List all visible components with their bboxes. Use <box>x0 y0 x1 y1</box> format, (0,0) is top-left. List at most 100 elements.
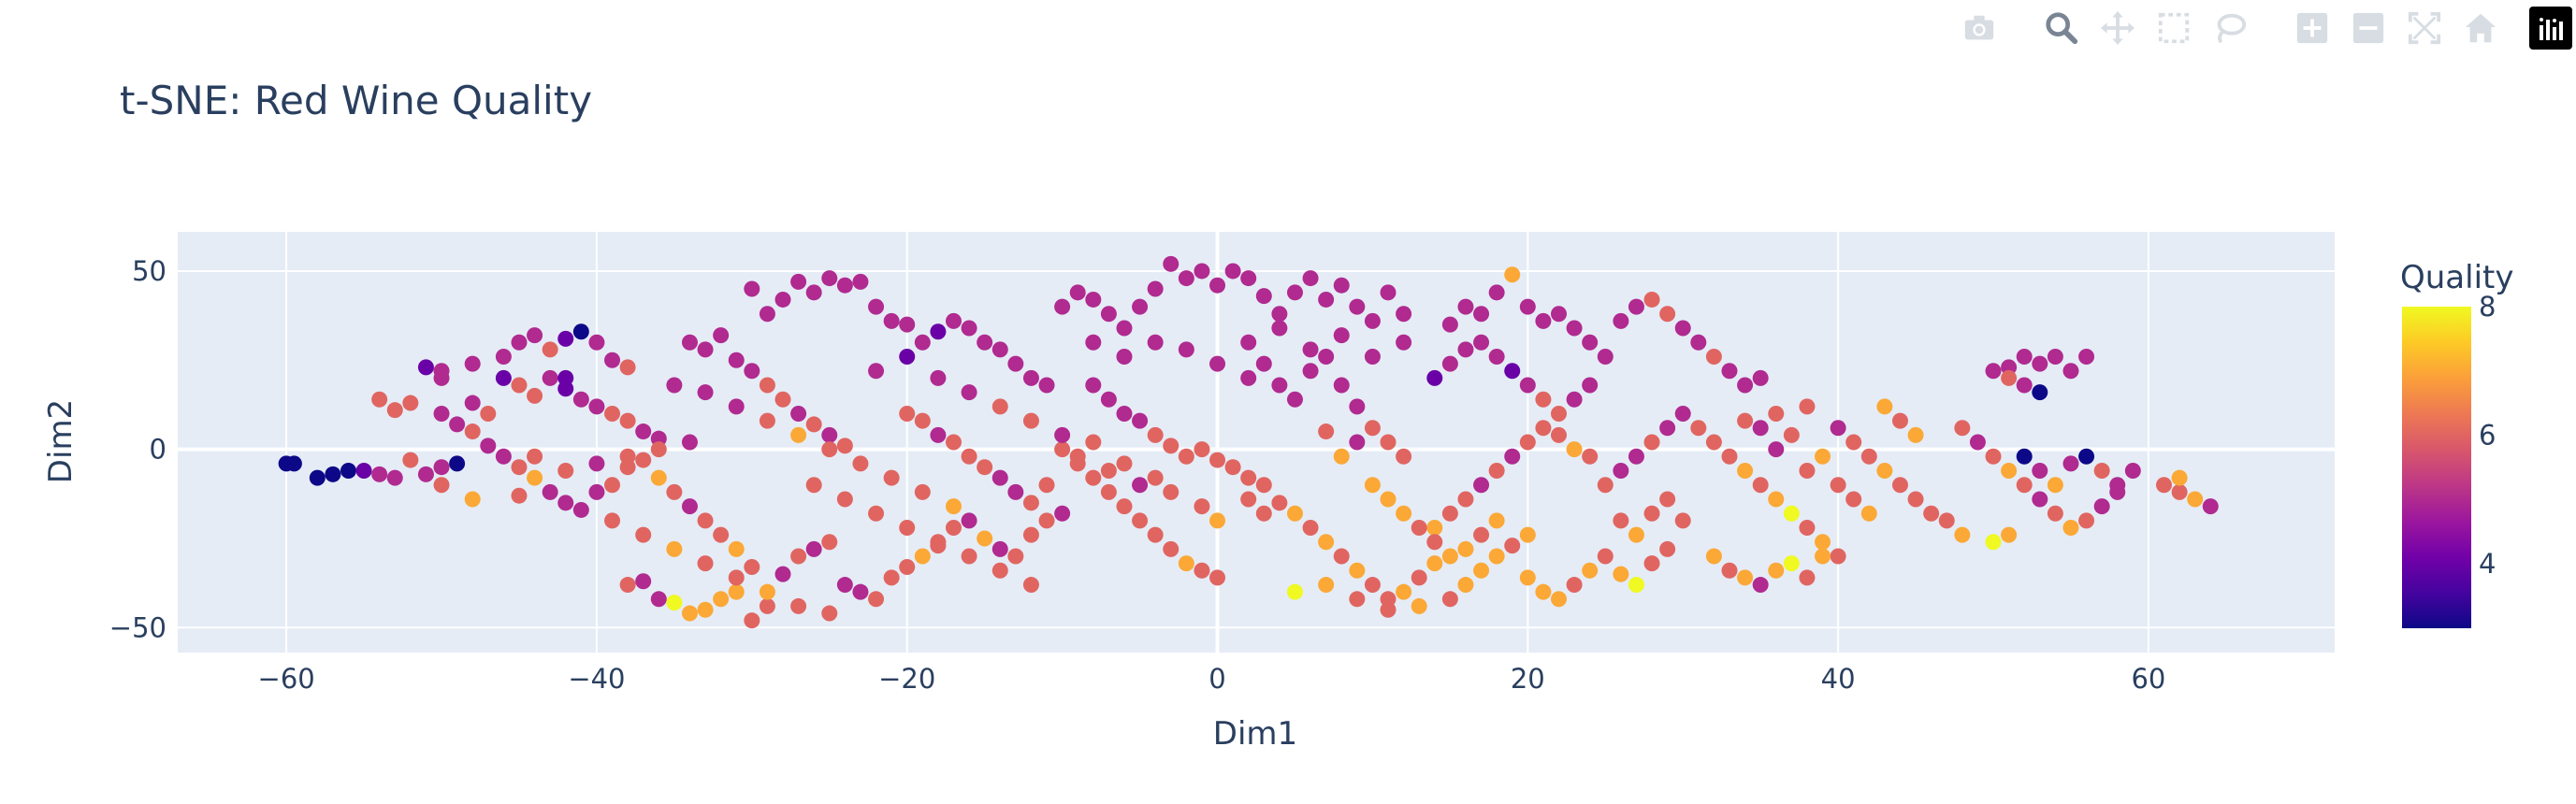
data-point[interactable] <box>945 498 962 515</box>
data-point[interactable] <box>2187 491 2204 508</box>
data-point[interactable] <box>417 359 434 376</box>
data-point[interactable] <box>1768 441 1785 458</box>
data-point[interactable] <box>868 591 885 608</box>
data-point[interactable] <box>821 426 838 443</box>
data-point[interactable] <box>588 398 605 415</box>
data-point[interactable] <box>1007 355 1024 372</box>
data-point[interactable] <box>1799 569 1816 586</box>
data-point[interactable] <box>402 452 419 468</box>
data-point[interactable] <box>2047 477 2063 494</box>
data-point[interactable] <box>1613 312 1629 329</box>
data-point[interactable] <box>1690 334 1707 351</box>
data-point[interactable] <box>713 591 730 608</box>
data-point[interactable] <box>1643 434 1660 451</box>
data-point[interactable] <box>1783 505 1800 522</box>
data-point[interactable] <box>527 469 543 486</box>
data-point[interactable] <box>744 558 760 575</box>
data-point[interactable] <box>2171 469 2188 486</box>
data-point[interactable] <box>991 341 1008 358</box>
data-point[interactable] <box>1891 477 1908 494</box>
data-point[interactable] <box>713 526 730 543</box>
data-point[interactable] <box>1178 270 1194 287</box>
data-point[interactable] <box>728 583 745 600</box>
data-point[interactable] <box>2016 348 2033 365</box>
data-point[interactable] <box>1628 298 1644 315</box>
data-point[interactable] <box>1085 434 1102 451</box>
data-point[interactable] <box>371 391 388 408</box>
data-point[interactable] <box>1566 391 1583 408</box>
data-point[interactable] <box>728 352 745 368</box>
data-point[interactable] <box>1271 377 1288 394</box>
data-point[interactable] <box>681 434 698 451</box>
data-point[interactable] <box>1551 591 1568 608</box>
data-point[interactable] <box>1705 434 1722 451</box>
data-point[interactable] <box>1504 266 1521 283</box>
data-point[interactable] <box>1582 377 1599 394</box>
data-point[interactable] <box>1457 540 1474 557</box>
data-point[interactable] <box>1674 320 1691 337</box>
data-point[interactable] <box>1504 363 1521 380</box>
data-point[interactable] <box>1147 526 1164 543</box>
data-point[interactable] <box>1519 377 1536 394</box>
data-point[interactable] <box>1705 548 1722 565</box>
data-point[interactable] <box>1830 548 1846 565</box>
data-point[interactable] <box>713 327 730 344</box>
data-point[interactable] <box>2109 483 2126 500</box>
data-point[interactable] <box>2093 498 2110 515</box>
data-point[interactable] <box>821 534 838 551</box>
data-point[interactable] <box>2078 348 2095 365</box>
data-point[interactable] <box>1473 334 1490 351</box>
data-point[interactable] <box>1643 291 1660 308</box>
data-point[interactable] <box>945 520 962 537</box>
data-point[interactable] <box>977 459 993 476</box>
data-point[interactable] <box>1488 284 1505 301</box>
data-point[interactable] <box>2001 463 2018 480</box>
data-point[interactable] <box>1147 280 1164 297</box>
data-point[interactable] <box>1022 526 1039 543</box>
data-point[interactable] <box>588 334 605 351</box>
data-point[interactable] <box>1271 320 1288 337</box>
data-point[interactable] <box>2032 463 2048 480</box>
data-point[interactable] <box>1022 495 1039 511</box>
data-point[interactable] <box>1240 334 1257 351</box>
data-point[interactable] <box>1582 334 1599 351</box>
data-point[interactable] <box>1923 505 1940 522</box>
data-point[interactable] <box>1085 334 1102 351</box>
data-point[interactable] <box>1054 505 1071 522</box>
data-point[interactable] <box>588 483 605 500</box>
data-point[interactable] <box>1519 434 1536 451</box>
data-point[interactable] <box>1907 426 1924 443</box>
data-point[interactable] <box>572 323 589 340</box>
data-point[interactable] <box>1628 577 1644 594</box>
data-point[interactable] <box>1535 391 1552 408</box>
data-point[interactable] <box>1830 420 1846 437</box>
data-point[interactable] <box>759 412 775 429</box>
data-point[interactable] <box>790 548 807 565</box>
data-point[interactable] <box>1333 277 1350 294</box>
data-point[interactable] <box>2062 520 2079 537</box>
data-point[interactable] <box>1582 448 1599 465</box>
data-point[interactable] <box>1582 562 1599 579</box>
data-point[interactable] <box>836 491 853 508</box>
plotly-logo-link[interactable] <box>2529 7 2572 50</box>
data-point[interactable] <box>1659 306 1676 323</box>
data-point[interactable] <box>759 377 775 394</box>
data-point[interactable] <box>1396 583 1412 600</box>
data-point[interactable] <box>511 334 528 351</box>
autoscale-button[interactable] <box>2396 7 2453 49</box>
data-point[interactable] <box>1240 369 1257 386</box>
data-point[interactable] <box>1643 555 1660 572</box>
data-point[interactable] <box>1426 555 1443 572</box>
data-point[interactable] <box>1364 312 1381 329</box>
data-point[interactable] <box>557 330 574 347</box>
data-point[interactable] <box>1613 512 1629 529</box>
data-point[interactable] <box>1380 491 1397 508</box>
data-point[interactable] <box>542 483 558 500</box>
data-point[interactable] <box>433 459 450 476</box>
data-point[interactable] <box>2032 384 2048 401</box>
data-point[interactable] <box>1783 426 1800 443</box>
data-point[interactable] <box>464 424 481 440</box>
data-point[interactable] <box>1147 426 1164 443</box>
data-point[interactable] <box>868 298 885 315</box>
data-point[interactable] <box>1178 448 1194 465</box>
